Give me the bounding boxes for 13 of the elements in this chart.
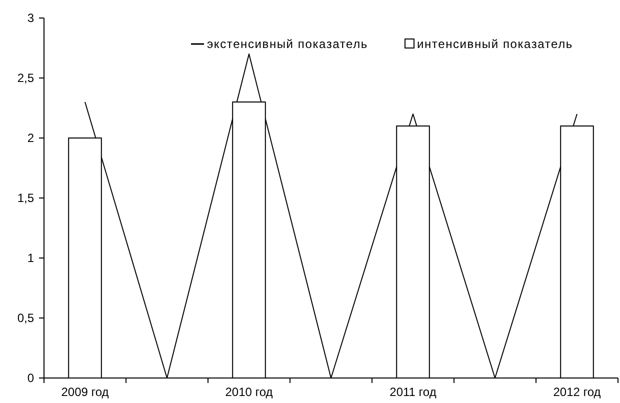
y-tick-label: 3	[27, 11, 34, 26]
x-tick-label: 2010 год	[225, 385, 273, 399]
x-tick-label: 2012 год	[553, 385, 601, 399]
x-tick-label: 2011 год	[390, 385, 436, 399]
y-tick-label: 1	[27, 251, 34, 266]
y-tick-label: 0,5	[17, 311, 34, 326]
y-tick-label: 0	[27, 371, 34, 386]
legend-label: интенсивный показатель	[417, 37, 573, 52]
legend-label: экстенсивный показатель	[207, 37, 368, 52]
x-tick-label: 2009 год	[61, 385, 109, 399]
y-tick-label: 1,5	[17, 191, 34, 206]
y-tick-label: 2,5	[17, 71, 34, 86]
y-tick-label: 2	[27, 131, 34, 146]
